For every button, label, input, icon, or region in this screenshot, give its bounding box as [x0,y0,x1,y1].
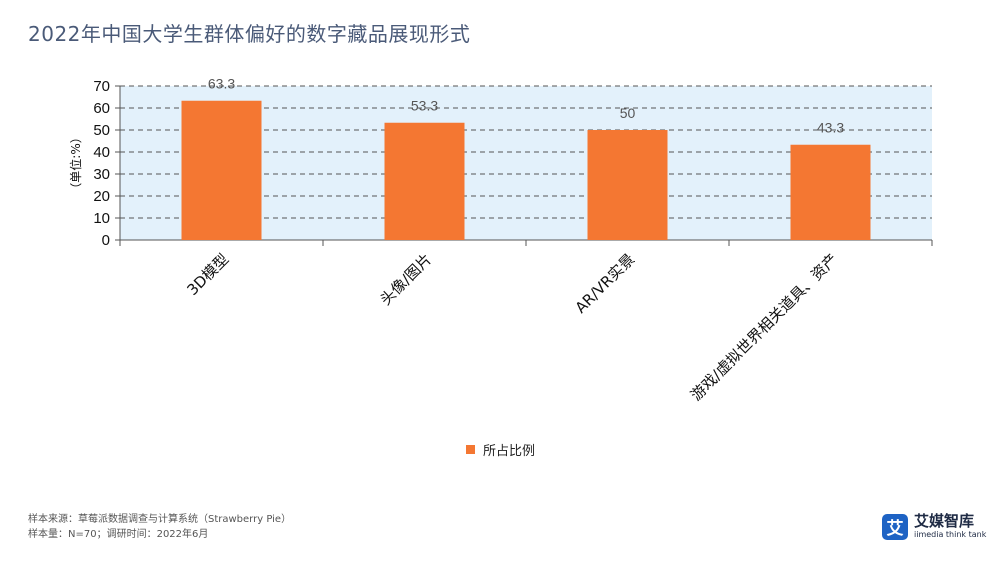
category-label: 游戏/虚拟世界相关道具、资产 [687,250,841,404]
data-label: 50 [620,105,636,121]
data-label: 63.3 [208,76,235,92]
bar [587,130,668,240]
y-tick-label: 40 [93,144,110,161]
sample-note: 样本量：N=70；调研时间：2022年6月 [28,529,209,540]
legend-swatch [466,445,475,454]
chart-title: 2022年中国大学生群体偏好的数字藏品展现形式 [28,22,471,46]
y-tick-label: 60 [93,100,110,117]
category-label: 3D模型 [183,250,232,299]
logo-name: 艾媒智库 [914,512,975,530]
y-axis-label: （单位:%） [68,131,83,194]
bar [790,144,871,240]
logo-tagline: iimedia think tank [914,530,987,539]
legend-label: 所占比例 [483,444,536,459]
bar [181,100,262,241]
data-label: 53.3 [411,98,438,114]
data-label: 43.3 [817,120,844,136]
y-tick-label: 10 [93,210,110,227]
category-label: 头像/图片 [377,250,436,309]
y-tick-label: 0 [102,232,110,249]
brand-logo: 艾 艾媒智库 iimedia think tank [882,513,986,540]
bar [384,122,465,240]
source-note: 样本来源：草莓派数据调查与计算系统（Strawberry Pie） [28,514,292,525]
y-tick-label: 70 [93,78,110,95]
logo-mark-icon: 艾 [882,513,908,540]
y-tick-label: 30 [93,166,110,183]
y-tick-label: 20 [93,188,110,205]
footer-notes: 样本来源：草莓派数据调查与计算系统（Strawberry Pie） 样本量：N=… [28,512,291,542]
y-tick-label: 50 [93,122,110,139]
category-label: AR/VR实景 [572,250,639,317]
legend: 所占比例 [466,440,535,459]
